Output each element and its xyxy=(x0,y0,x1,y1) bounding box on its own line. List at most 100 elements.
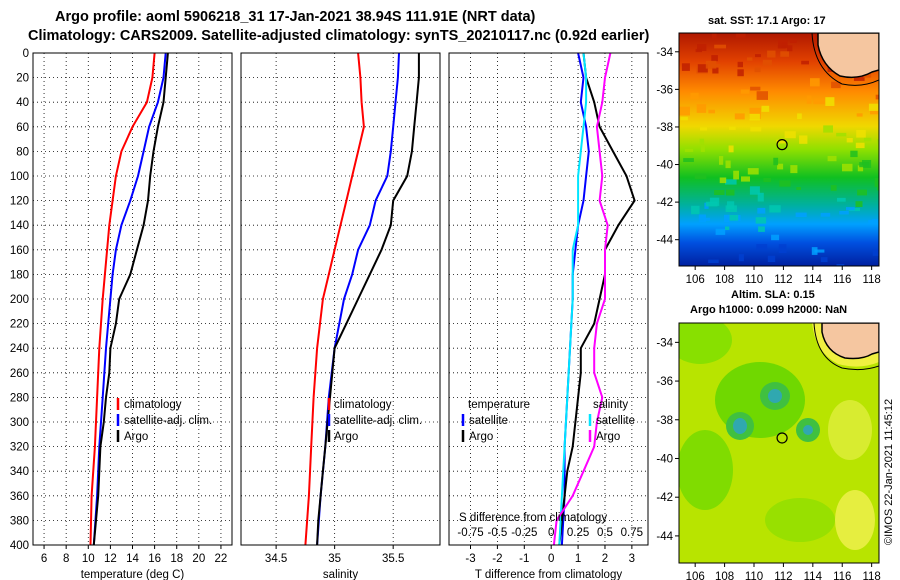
series-line-argo xyxy=(92,52,169,546)
sst-pixel xyxy=(757,207,766,214)
sst-pixel xyxy=(683,158,694,162)
legend-title-temperature: temperature xyxy=(468,399,530,411)
x-tick-label: 22 xyxy=(215,553,228,565)
sst-pixel xyxy=(749,186,760,195)
sst-pixel xyxy=(857,189,867,196)
sst-pixel xyxy=(767,50,776,58)
sst-pixel xyxy=(806,95,812,104)
sst-pixel xyxy=(729,126,736,130)
sst-pixel xyxy=(700,127,708,131)
sst-pixel xyxy=(830,185,837,191)
secondary-tick-label: 0.5 xyxy=(597,527,613,539)
sst-pixel xyxy=(820,212,831,217)
depth-tick-label: 260 xyxy=(10,368,29,380)
sst-pixel xyxy=(681,63,690,71)
map-lat-label: -42 xyxy=(656,197,673,209)
map-lon-label: 116 xyxy=(833,571,851,580)
sst-pixel xyxy=(726,189,735,196)
depth-tick-label: 40 xyxy=(16,97,29,109)
salinity-panel: 34.5 35 35.5 salinity xyxy=(240,52,441,580)
sst-pixel xyxy=(749,107,761,115)
legend-label-satellite: satellite-adj. clim. xyxy=(124,415,212,427)
x-tick-label: -2 xyxy=(492,553,502,565)
map-lat-label: -36 xyxy=(656,84,673,96)
sst-map-frame xyxy=(678,32,880,267)
x-tick-label: 16 xyxy=(148,553,161,565)
series-line-climatology xyxy=(89,52,156,546)
map-lon-label: 116 xyxy=(833,274,851,286)
sla-map-title: Altim. SLA: 0.15 xyxy=(731,289,815,301)
sst-pixel xyxy=(846,138,853,143)
sst-pixel xyxy=(874,178,879,187)
sst-pixel xyxy=(795,212,807,217)
map-lon-label: 118 xyxy=(862,571,880,580)
sst-pixel xyxy=(734,113,745,120)
depth-tick-label: 60 xyxy=(16,122,29,134)
sst-pixel xyxy=(823,125,833,133)
sst-pixel xyxy=(738,254,744,262)
sst-pixel xyxy=(856,129,866,138)
plot-frame xyxy=(240,52,441,546)
sst-pixel xyxy=(814,249,825,253)
sla-map-axes: 106 108 110 112 114 116 118 -34 -36 -38 -40 -42 -44 xyxy=(656,337,880,580)
map-lon-label: 110 xyxy=(745,274,763,286)
map-lon-label: 112 xyxy=(774,571,792,580)
sst-pixel xyxy=(856,113,863,117)
depth-tick-label: 180 xyxy=(10,269,29,281)
legend-label-t-satellite: satellite xyxy=(469,415,508,427)
secondary-tick-label: -0.25 xyxy=(511,527,537,539)
sst-pixel xyxy=(801,60,809,65)
sst-pixel xyxy=(737,61,743,68)
depth-tick-label: 100 xyxy=(10,171,29,183)
coast-contour xyxy=(813,323,879,371)
sst-pixel xyxy=(756,91,768,100)
sst-pixel xyxy=(790,165,798,174)
sst-pixel xyxy=(868,220,873,225)
x-tick-label: 6 xyxy=(41,553,47,565)
sst-pixel xyxy=(857,165,864,172)
temperature-panel: 6 8 10 12 14 16 18 20 22 temperature (deg C) xyxy=(32,52,233,580)
sst-pixel xyxy=(846,207,855,211)
x-tick-label: 12 xyxy=(104,553,117,565)
secondary-axis-title: S difference from climatology xyxy=(459,512,607,524)
legend-label-t-argo: Argo xyxy=(469,431,493,443)
sst-map xyxy=(679,33,879,266)
x-tick-label: 1 xyxy=(575,553,581,565)
map-lon-label: 106 xyxy=(686,274,705,286)
sst-pixel xyxy=(727,201,735,210)
difference-legend: temperature satellite Argo salinity sate… xyxy=(461,399,635,443)
sst-pixel xyxy=(698,214,706,223)
sst-pixel xyxy=(796,187,801,190)
x-tick-label: 0 xyxy=(548,553,554,565)
depth-tick-label: 220 xyxy=(10,319,29,331)
depth-tick-label: 20 xyxy=(16,73,29,85)
depth-tick-label: 200 xyxy=(10,294,29,306)
sla-blob xyxy=(768,389,782,403)
sst-pixel xyxy=(877,186,879,191)
sst-pixel xyxy=(778,39,788,47)
sst-pixel xyxy=(749,113,760,121)
sst-pixel xyxy=(696,104,707,113)
depth-tick-label: 120 xyxy=(10,196,29,208)
x-axis-label: T difference from climatology xyxy=(475,569,622,580)
sst-pixel xyxy=(747,57,753,61)
map-lat-label: -34 xyxy=(656,337,673,349)
coast-contour xyxy=(811,33,879,86)
sst-pixel xyxy=(836,264,845,266)
sst-pixel xyxy=(725,160,731,169)
imos-timestamp: ©IMOS 22-Jan-2021 11:45:12 xyxy=(883,399,895,545)
sst-pixel xyxy=(735,33,746,38)
title-line-2: Climatology: CARS2009. Satellite-adjuste… xyxy=(28,28,649,44)
secondary-tick-label: 0 xyxy=(548,527,554,539)
sst-pixel xyxy=(831,81,841,89)
sst-pixel xyxy=(715,228,726,235)
sst-pixel xyxy=(695,48,702,53)
series-line-satellite-adj-clim- xyxy=(92,52,167,546)
depth-tick-label: 400 xyxy=(10,540,29,552)
sst-pixel xyxy=(724,214,730,223)
legend-label-s-argo: Argo xyxy=(596,431,620,443)
map-lat-label: -36 xyxy=(656,376,673,388)
map-lon-label: 114 xyxy=(804,571,823,580)
sst-pixel xyxy=(773,157,779,166)
